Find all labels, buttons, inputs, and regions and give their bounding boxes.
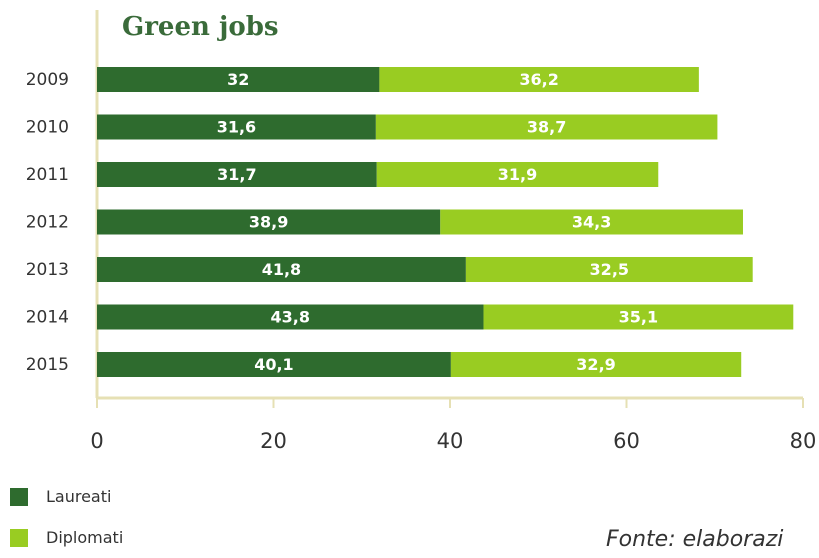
- y-tick-label: 2009: [26, 70, 69, 90]
- data-label: 32,9: [576, 355, 615, 374]
- bar-diplomati: [465, 257, 753, 282]
- legend-swatch-diplomati: [10, 528, 28, 547]
- bar-laureati: [97, 114, 376, 140]
- data-label: 34,3: [572, 213, 611, 232]
- bar-diplomati: [375, 114, 718, 140]
- bar-laureati: [97, 352, 451, 377]
- y-tick-label: 2011: [26, 165, 69, 185]
- bar-diplomati: [483, 304, 794, 330]
- legend-item-laureati: Laureati: [10, 487, 111, 506]
- bar-diplomati: [376, 162, 659, 187]
- legend-label-laureati: Laureati: [46, 487, 112, 506]
- data-label: 35,1: [619, 308, 658, 327]
- y-tick-label: 2014: [26, 308, 69, 328]
- bar-laureati: [97, 162, 377, 187]
- data-label: 31,9: [498, 165, 537, 184]
- bar-diplomati: [440, 209, 743, 235]
- legend-item-diplomati: Diplomati: [10, 528, 123, 547]
- data-label: 38,7: [527, 118, 566, 137]
- bar-diplomati: [379, 67, 699, 92]
- data-label: 31,7: [217, 165, 256, 184]
- data-label: 32: [227, 70, 249, 89]
- chart-title: Green jobs: [122, 12, 279, 42]
- data-label: 38,9: [249, 213, 288, 232]
- bar-laureati: [97, 257, 466, 282]
- legend-swatch-laureati: [10, 487, 28, 506]
- x-tick-label: 40: [437, 429, 464, 453]
- data-label: 31,6: [217, 118, 256, 137]
- y-tick-label: 2015: [26, 355, 69, 375]
- bar-laureati: [97, 67, 380, 92]
- x-tick-label: 60: [613, 429, 640, 453]
- x-tick-label: 0: [90, 429, 103, 453]
- y-tick-label: 2012: [26, 213, 69, 233]
- data-label: 32,5: [590, 260, 629, 279]
- y-tick-label: 2010: [26, 118, 69, 138]
- source-note: Fonte: elaborazi: [606, 527, 784, 552]
- x-tick-label: 20: [260, 429, 287, 453]
- legend-label-diplomati: Diplomati: [46, 528, 124, 547]
- data-label: 36,2: [519, 70, 558, 89]
- data-label: 43,8: [271, 308, 310, 327]
- bar-laureati: [97, 209, 441, 235]
- y-tick-label: 2013: [26, 260, 69, 280]
- data-label: 41,8: [262, 260, 301, 279]
- bar-laureati: [97, 304, 484, 330]
- bar-diplomati: [450, 352, 742, 377]
- data-label: 40,1: [254, 355, 293, 374]
- x-tick-label: 80: [790, 429, 817, 453]
